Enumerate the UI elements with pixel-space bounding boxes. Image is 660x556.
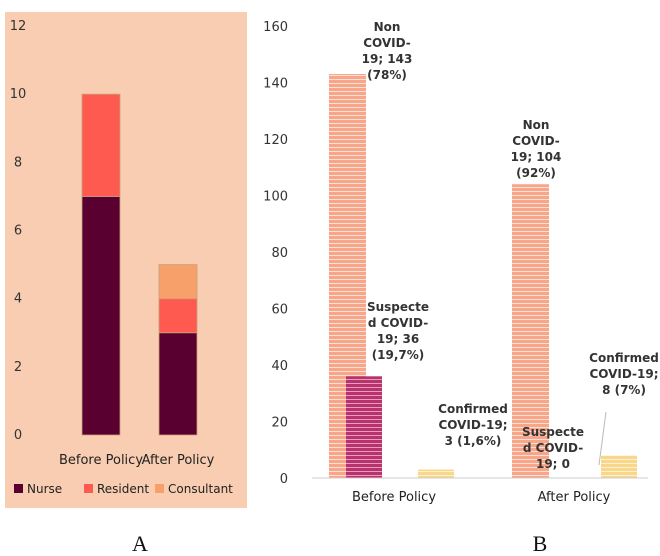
y-tick-label: 4 [14,292,22,307]
y-tick-label: 100 [263,190,288,205]
chart-b: 0 20 40 60 80 100 120 140 160 Before Policy After … [263,20,659,505]
bar-segment [81,196,121,436]
y-tick-label: 140 [263,77,288,92]
data-label: Confirmed COVID-19; 8 (7%) [589,351,659,397]
y-tick-label: 20 [271,416,288,431]
legend-label: Consultant [168,482,233,496]
label-leader-line [598,411,607,466]
panel-label-b: B [533,531,548,556]
bar-segment [158,298,198,334]
x-tick-label: After Policy [538,490,611,505]
data-label: Suspecte d COVID-19; 0 [522,425,584,471]
y-tick-label: 160 [263,20,288,35]
bar-segment [158,332,198,436]
y-tick-label: 80 [271,246,288,261]
y-tick-label: 10 [10,87,27,102]
y-tick-label: 12 [10,19,27,34]
data-label: Non COVID-19; 143 (78%) [362,20,413,82]
bar [346,376,382,478]
chart-a-background [5,12,247,508]
y-tick-label: 40 [271,359,288,374]
y-tick-label: 6 [14,224,22,239]
data-label: Suspecte d COVID-19; 36 (19,7%) [367,300,429,362]
bar-segment [81,93,121,197]
y-tick-label: 2 [14,360,22,375]
y-tick-label: 120 [263,133,288,148]
y-tick-label: 60 [271,303,288,318]
y-tick-label: 0 [280,472,288,487]
x-tick-label: After Policy [142,453,215,468]
bar-segment [158,264,198,300]
legend-swatch [84,484,93,493]
data-label: Non COVID-19; 104 (92%) [511,118,562,180]
data-label: Confirmed COVID-19; 3 (1,6%) [438,402,508,448]
legend-label: Resident [97,482,149,496]
legend-label: Nurse [27,482,62,496]
legend-swatch [14,484,23,493]
x-tick-label: Before Policy [352,490,436,505]
y-tick-label: 8 [14,155,22,170]
legend-swatch [155,484,164,493]
bar [418,469,454,478]
bar [512,184,549,478]
y-tick-label: 0 [14,428,22,443]
x-tick-label: Before Policy [59,453,143,468]
bar [601,455,637,478]
panel-label-a: A [132,531,148,556]
